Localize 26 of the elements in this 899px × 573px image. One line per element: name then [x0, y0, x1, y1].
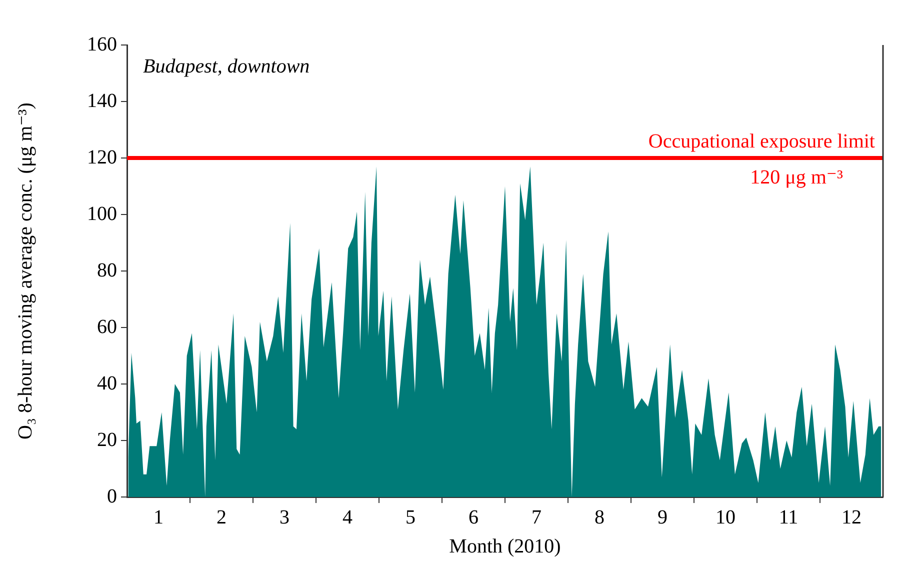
y-axis-title: O₃ 8-hour moving average conc. (μg m⁻³) — [14, 102, 36, 440]
ref-line-label: Occupational exposure limit — [648, 130, 876, 152]
x-tick-label: 7 — [532, 506, 542, 528]
x-tick-label: 11 — [778, 506, 798, 528]
x-tick-label: 4 — [342, 506, 352, 528]
y-tick-label: 140 — [87, 90, 117, 112]
annotation: Budapest, downtown — [143, 55, 310, 78]
annotation: 120 μg m⁻³ — [750, 166, 843, 188]
x-tick-label: 1 — [154, 506, 164, 528]
y-tick-label: 160 — [87, 33, 117, 56]
y-tick-label: 120 — [87, 146, 117, 168]
x-tick-label: 3 — [280, 506, 290, 528]
x-tick-label: 6 — [468, 506, 478, 528]
x-tick-label: 8 — [594, 506, 604, 528]
x-tick-label: 10 — [716, 506, 736, 528]
x-tick-label: 12 — [842, 506, 862, 528]
y-tick-label: 100 — [87, 202, 117, 225]
x-tick-label: 5 — [406, 506, 416, 528]
y-tick-label: 60 — [97, 316, 117, 338]
x-tick-label: 2 — [216, 506, 226, 528]
y-tick-label: 20 — [97, 428, 117, 451]
y-tick-label: 40 — [97, 372, 117, 394]
y-tick-label: 80 — [97, 259, 117, 282]
x-tick-label: 9 — [658, 506, 668, 528]
y-tick-label: 0 — [107, 485, 117, 508]
x-axis-title: Month (2010) — [449, 535, 561, 558]
